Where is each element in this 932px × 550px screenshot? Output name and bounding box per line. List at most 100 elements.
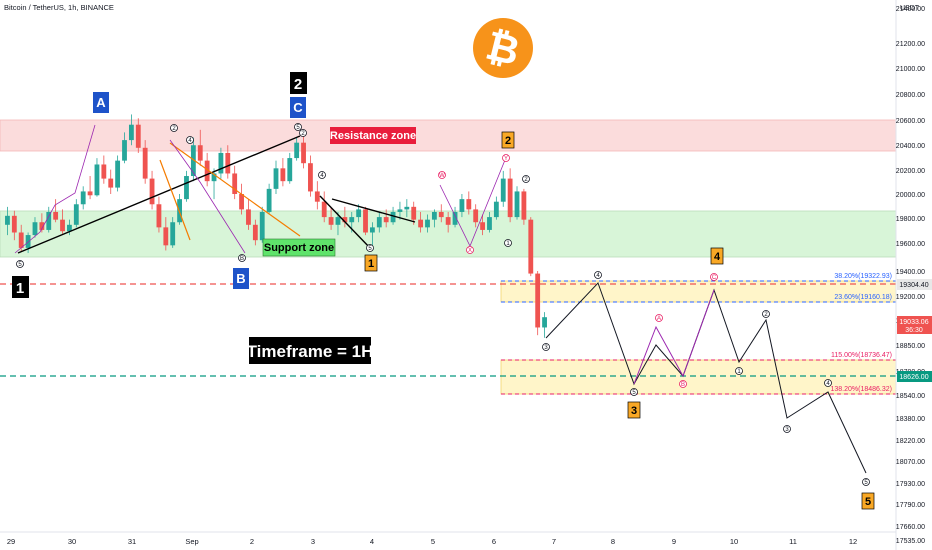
x-tick-label: 11 <box>789 537 797 546</box>
candle-body <box>80 191 86 205</box>
candle-body <box>500 178 506 202</box>
candle-body <box>184 176 189 200</box>
wave-marker-4-q: 4 <box>824 379 832 387</box>
wave-marker-4-p: 4 <box>594 271 602 279</box>
wave-marker-y: Y <box>502 154 510 162</box>
candle-body <box>301 142 306 164</box>
candle-body <box>356 209 362 218</box>
wave-marker-3-q: 3 <box>783 425 791 433</box>
svg-text:18626.00: 18626.00 <box>899 374 928 381</box>
x-tick-label: Sep <box>185 537 198 546</box>
support-zone-label-bg <box>262 238 336 257</box>
candle-body <box>128 124 134 141</box>
wave-marker-b-p: B <box>679 380 687 388</box>
candle-body <box>204 160 210 182</box>
symbol-title: Bitcoin / TetherUS, 1h, BINANCE <box>4 3 114 12</box>
candle-body <box>211 173 217 182</box>
candle-body <box>473 209 479 223</box>
candle-body <box>369 227 375 233</box>
black-trend-line <box>17 135 301 254</box>
candle-body <box>32 222 38 236</box>
price-badge-19304: 19304.40 <box>897 279 932 290</box>
wave-a-label-bg <box>93 92 109 113</box>
candle-body <box>445 217 451 225</box>
x-tick-label: 29 <box>7 537 15 546</box>
candle-body <box>390 211 396 223</box>
y-tick-label: 18070.00 <box>896 459 925 466</box>
candle-body <box>431 211 437 220</box>
candle-body <box>246 209 251 225</box>
y-tick-label: 19800.00 <box>896 216 925 223</box>
trend-lines <box>14 124 506 254</box>
wave-marker-5-c: 5 <box>366 244 374 252</box>
timeframe-label-bg <box>249 337 371 364</box>
candle-body <box>418 219 424 228</box>
axis-unit-label: USDT <box>900 5 920 12</box>
orange-label-5: 5 <box>865 496 871 508</box>
candle-body <box>60 219 65 232</box>
candle-body <box>259 211 265 241</box>
candle-body <box>225 152 231 174</box>
wave-marker-4-b: 4 <box>186 136 194 144</box>
wave-marker-5-top: 5 <box>294 123 302 131</box>
svg-text:B: B <box>240 256 244 262</box>
wave-marker-2-a: 2 <box>170 124 178 132</box>
candle-body <box>239 194 244 210</box>
x-tick-label: 10 <box>730 537 738 546</box>
wave-marker-1-p: 1 <box>735 367 743 375</box>
wave-b-label-bg <box>233 268 249 289</box>
candle-body <box>108 178 114 188</box>
candle-body <box>411 206 417 220</box>
black-trend-line-3 <box>331 198 416 223</box>
candle-body <box>335 217 341 225</box>
x-tick-label: 3 <box>311 537 315 546</box>
candle-body <box>273 168 279 189</box>
y-tick-label: 17790.00 <box>896 502 925 509</box>
wave-marker-5-q: 5 <box>862 478 870 486</box>
candle-body <box>383 217 389 223</box>
candle-body <box>363 209 368 233</box>
candle-body <box>314 191 320 202</box>
wave-marker-5-p: 5 <box>630 388 638 396</box>
wave-marker-a-p: A <box>655 314 663 322</box>
candle-body <box>53 211 59 220</box>
wave-marker-w: W <box>438 171 446 179</box>
bitcoin-logo-icon: ₿ <box>473 18 533 78</box>
candle-body <box>487 217 492 230</box>
candle-body <box>438 211 444 218</box>
y-tick-label: 17930.00 <box>896 481 925 488</box>
candle-body <box>197 145 203 161</box>
projection-path-purple <box>633 289 715 385</box>
x-tick-label: 8 <box>611 537 615 546</box>
resistance-zone <box>0 119 897 152</box>
candle-body <box>115 160 121 188</box>
candle-body <box>232 173 238 194</box>
svg-text:3: 3 <box>544 345 548 351</box>
x-tick-label: 30 <box>68 537 76 546</box>
candle-body <box>218 152 224 174</box>
svg-text:19033.06: 19033.06 <box>899 319 928 326</box>
candle-body <box>170 222 176 246</box>
orange-label-1: 1 <box>368 258 374 270</box>
wave-1-label: 1 <box>16 280 24 297</box>
candle-body <box>287 158 293 182</box>
wave-1-label-bg <box>12 276 29 298</box>
x-tick-label: 7 <box>552 537 556 546</box>
candle-body <box>521 191 527 220</box>
candle-body <box>404 206 410 210</box>
svg-text:2: 2 <box>172 126 176 132</box>
orange-label-4: 4 <box>714 251 721 263</box>
black-trend-line-2 <box>319 195 373 251</box>
svg-text:4: 4 <box>596 273 600 279</box>
candle-body <box>466 199 472 210</box>
candle-body <box>252 224 258 241</box>
candle-body <box>321 201 327 218</box>
wave-marker-5-low: 5 <box>16 260 24 268</box>
wave-marker-4-a: 4 <box>318 171 326 179</box>
candle-body <box>11 215 17 233</box>
resistance-zone-label-bg <box>330 127 416 144</box>
svg-text:5: 5 <box>18 262 22 268</box>
support-zone-label: Support zone <box>264 242 334 254</box>
svg-text:2: 2 <box>524 177 528 183</box>
